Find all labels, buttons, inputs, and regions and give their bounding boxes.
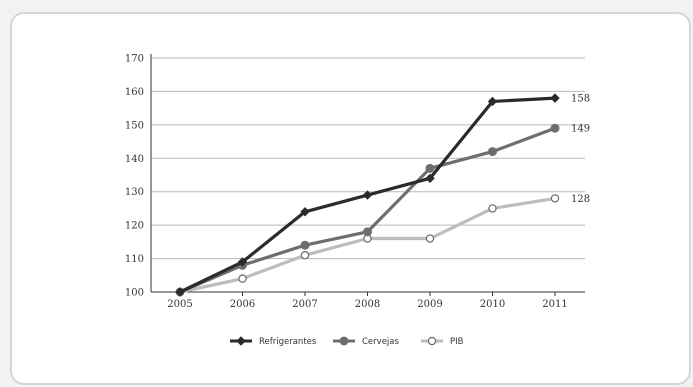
y-tick-label-160: 160: [125, 87, 144, 98]
y-tick-label-100: 100: [125, 288, 144, 299]
series-lines: [175, 93, 560, 297]
x-tick-label-2011: 2011: [542, 299, 567, 310]
y-tick-labels: 100 110 120 130 140 150 160 170: [125, 54, 144, 299]
x-tick-label-2009: 2009: [417, 299, 442, 310]
point-cervejas-2008: [363, 227, 372, 237]
point-refrigerantes-2010: [487, 96, 498, 107]
axes: [150, 54, 585, 296]
y-tick-label-170: 170: [125, 54, 144, 65]
x-tick-label-2005: 2005: [167, 299, 192, 310]
point-cervejas-2009: [425, 163, 435, 173]
y-tick-label-120: 120: [125, 221, 144, 232]
point-refrigerantes-2009: [425, 173, 435, 184]
x-tick-label-2010: 2010: [480, 299, 505, 310]
point-refrigerantes-2011: [550, 93, 560, 103]
end-label-refrigerantes: 158: [571, 94, 590, 105]
point-cervejas-2007: [300, 240, 310, 250]
point-cervejas-2010: [488, 147, 497, 157]
x-tick-label-2007: 2007: [292, 299, 317, 310]
point-pib-2010: [488, 204, 497, 213]
y-tick-label-110: 110: [125, 254, 144, 265]
point-refrigerantes-2007: [300, 207, 310, 217]
point-pib-2007: [300, 251, 310, 260]
legend-marker-refrigerantes: [236, 336, 246, 346]
y-tick-label-150: 150: [125, 120, 144, 131]
grid-lines: [151, 57, 585, 260]
y-tick-label-130: 130: [125, 187, 144, 198]
x-tick-label-2008: 2008: [355, 299, 380, 310]
point-refrigerantes-2005: [175, 287, 185, 297]
legend-label-refrigerantes: Refrigerantes: [259, 337, 317, 347]
y-tick-label-140: 140: [125, 154, 144, 165]
series-line-cervejas: [178, 126, 557, 294]
legend: Refrigerantes Cervejas PIB: [230, 336, 464, 347]
x-tick-labels: 2005 2006 2007 2008 2009 2010 2011: [167, 299, 567, 310]
point-cervejas-2011: [550, 123, 560, 133]
point-refrigerantes-2006: [237, 257, 248, 267]
point-pib-2009: [425, 234, 435, 243]
legend-marker-pib: [427, 336, 437, 346]
point-pib-2006: [238, 274, 247, 283]
x-tick-label-2006: 2006: [230, 299, 255, 310]
legend-label-cervejas: Cervejas: [362, 337, 399, 347]
end-label-cervejas: 149: [571, 124, 590, 135]
point-refrigerantes-2008: [362, 190, 373, 200]
point-pib-2011: [550, 194, 560, 203]
end-label-pib: 128: [571, 194, 590, 205]
legend-marker-cervejas: [339, 336, 349, 346]
end-value-labels: 158 149 128: [571, 94, 590, 205]
legend-label-pib: PIB: [450, 337, 464, 347]
series-line-pib: [178, 196, 557, 294]
